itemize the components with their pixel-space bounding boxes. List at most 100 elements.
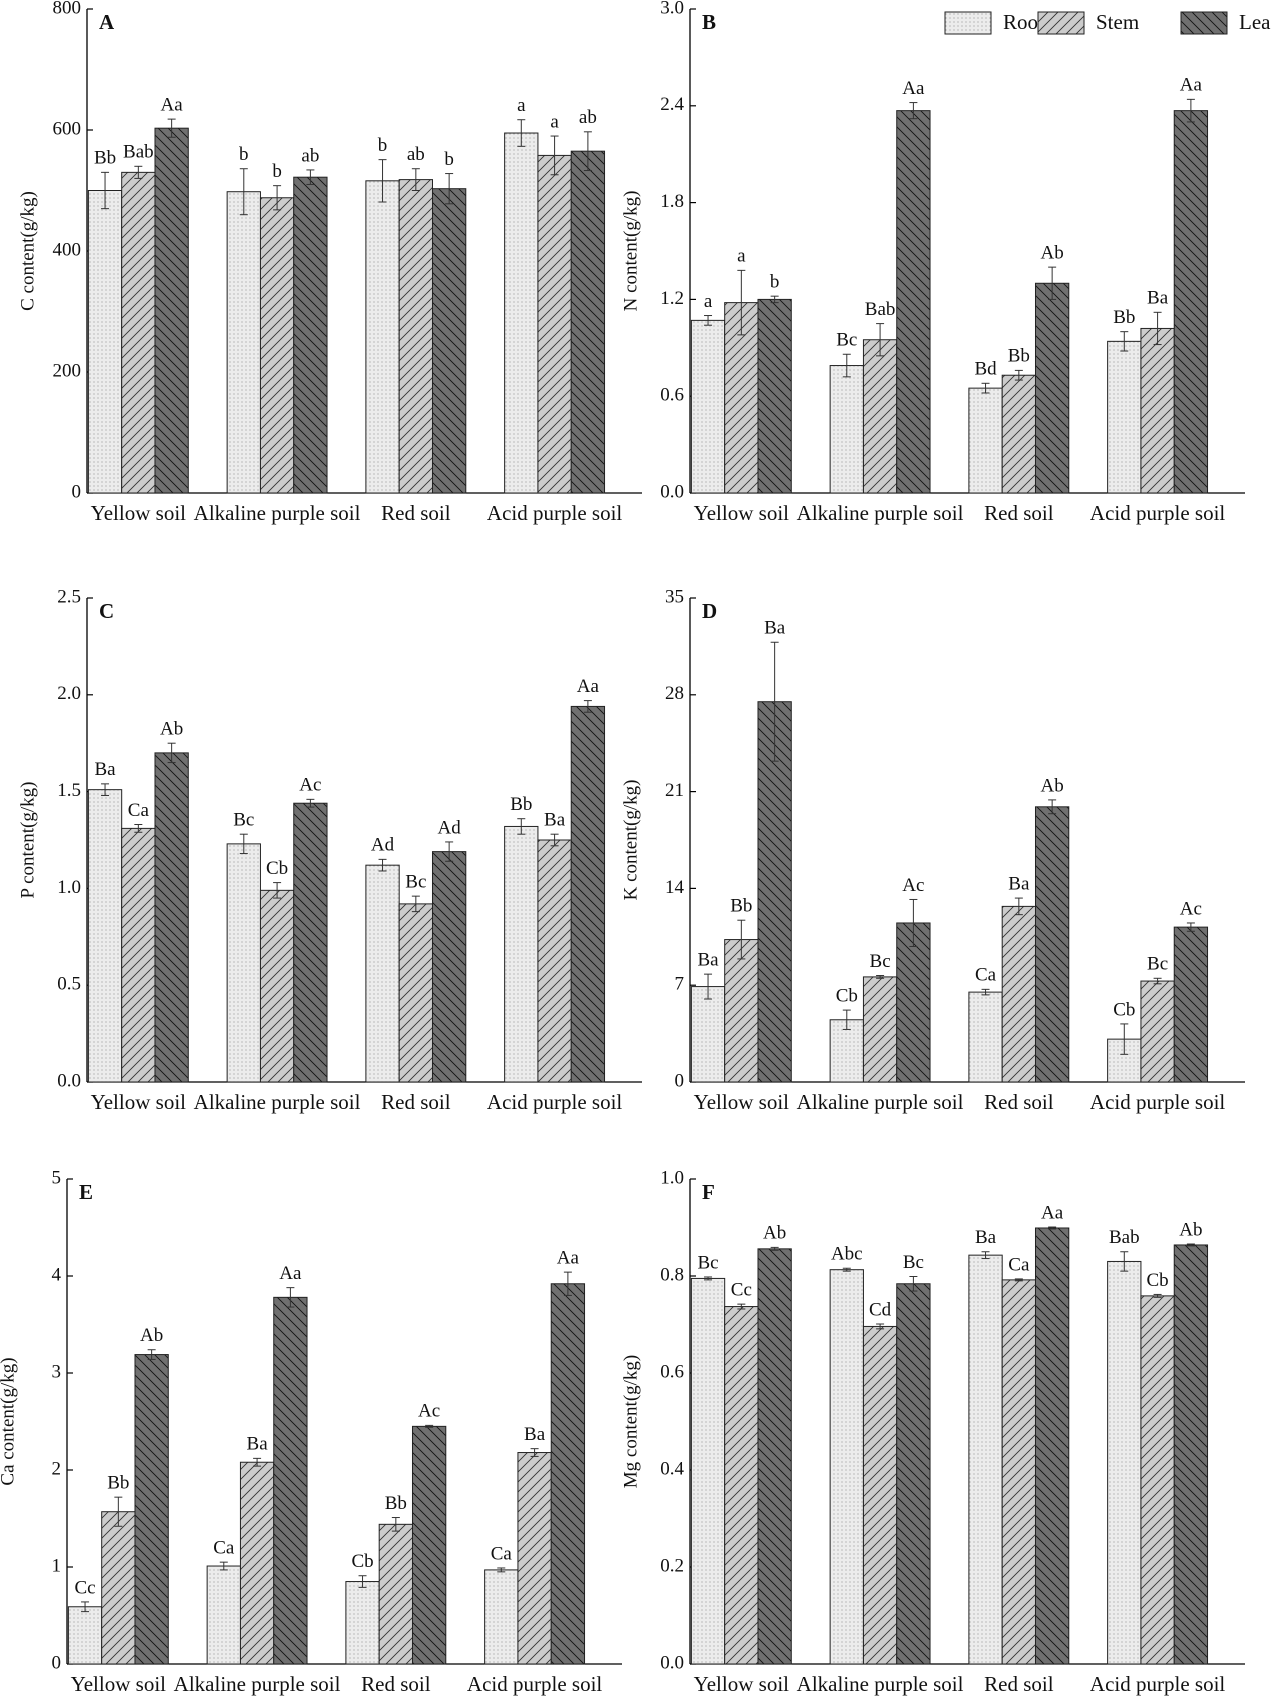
bar [431,851,467,1083]
y-tick-label: 0.0 [660,1652,684,1673]
bar [724,939,759,1083]
x-tick-label: Alkaline purple soil [174,1672,341,1696]
bar [1034,282,1070,494]
bar [398,903,433,1083]
panel-label: B [702,10,716,34]
bar [968,1254,1003,1665]
significance-label: Cc [74,1577,95,1598]
significance-label: Bc [405,872,426,893]
significance-label: Bc [870,951,891,972]
legend-swatch [1037,11,1085,35]
y-tick-label: 0.0 [57,1070,81,1091]
bar [87,789,123,1083]
error-bar [842,1009,851,1030]
significance-label: b [378,135,388,156]
x-tick-label: Alkaline purple soil [797,1672,964,1696]
panel-label: F [702,1180,715,1204]
significance-label: Ab [763,1223,786,1244]
y-tick-label: 0 [72,481,82,502]
bar [273,1296,308,1665]
y-tick-label: 3.0 [660,0,684,18]
legend-label: Lea [1239,10,1271,34]
bar [365,180,400,494]
error-bar [981,1251,990,1260]
error-bar [134,824,143,833]
y-tick-label: 0.6 [660,385,684,406]
bar [504,825,539,1083]
error-bar [1186,98,1195,123]
error-bar [909,898,918,947]
significance-label: Aa [279,1263,302,1284]
bar [537,839,572,1083]
bar [259,889,295,1083]
significance-label: Ba [247,1434,269,1455]
y-tick-label: 2.5 [57,586,81,607]
significance-label: Bb [510,794,532,815]
bar [378,1523,413,1665]
bar [87,190,123,494]
significance-label: Bc [233,810,254,831]
significance-label: Bc [836,330,857,351]
error-bar [704,1276,713,1281]
bar [484,1569,519,1665]
significance-label: Cb [266,858,288,879]
significance-label: Aa [1041,1202,1064,1223]
y-tick-label: 28 [665,683,684,704]
y-axis-label: K content(g/kg) [620,780,641,901]
bar [724,1306,759,1665]
bar [411,1425,447,1665]
error-bar [378,858,387,872]
panel-label: C [99,599,114,623]
x-tick-label: Yellow soil [694,1672,789,1696]
y-tick-label: 2.4 [660,94,684,115]
error-bar [770,1246,779,1251]
y-tick-label: 200 [53,360,82,381]
error-bar [445,841,454,862]
error-bar [101,783,110,796]
y-tick-label: 0 [675,1070,685,1091]
significance-label: Ba [1147,288,1169,309]
x-tick-label: Alkaline purple soil [797,1090,964,1114]
bar [1001,905,1036,1083]
error-bar [1153,977,1162,985]
error-bar [876,975,885,979]
x-tick-label: Red soil [984,501,1054,525]
bar [365,864,400,1083]
bar [896,1283,931,1665]
error-bar [273,185,282,211]
error-bar [1120,1023,1129,1055]
bar [134,1354,169,1665]
bar [1107,1260,1142,1665]
bar [504,132,539,494]
significance-label: Ca [128,800,150,821]
bar [1173,1244,1209,1665]
bar [345,1581,380,1665]
error-bar [1153,311,1162,346]
significance-label: a [704,291,713,312]
error-bar [1153,1293,1162,1298]
error-bar [517,818,526,835]
error-bar [411,168,420,191]
y-axis-label: N content(g/kg) [620,191,641,312]
error-bar [167,742,176,764]
error-bar [253,1457,262,1467]
x-tick-label: Acid purple soil [1090,1090,1225,1114]
bar [121,171,156,494]
y-tick-label: 1.8 [660,191,684,212]
bar [154,752,189,1083]
bar [829,365,864,494]
significance-label: Bb [107,1473,129,1494]
error-bar [425,1424,434,1428]
significance-label: Cd [869,1299,892,1320]
significance-label: Ab [1041,775,1064,796]
error-bar [1048,1226,1057,1230]
significance-label: Aa [1180,75,1203,96]
error-bar [550,833,559,847]
significance-label: Ac [418,1401,440,1422]
error-bar [583,700,592,713]
x-tick-label: Red soil [984,1672,1054,1696]
error-bar [842,353,851,378]
error-bar [563,1271,572,1296]
bar [239,1461,275,1665]
significance-label: Abc [831,1244,863,1265]
